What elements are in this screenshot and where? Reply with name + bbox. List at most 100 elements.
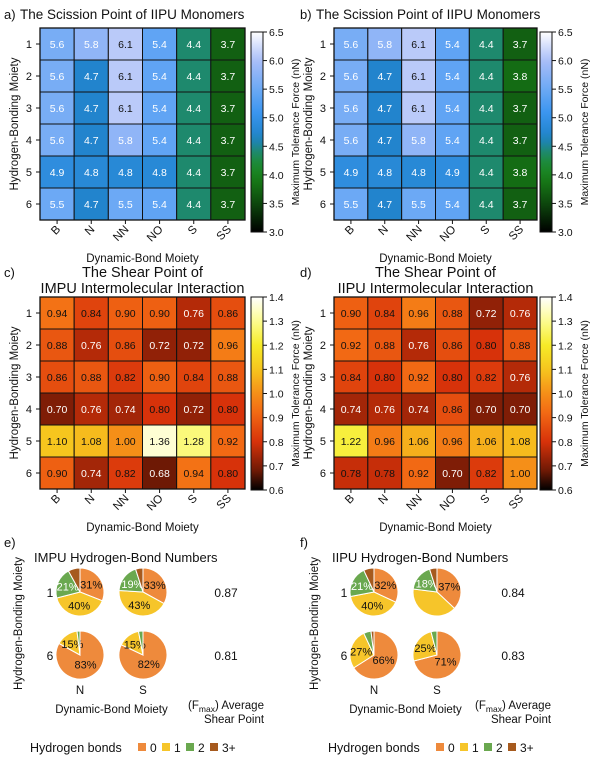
legend-swatch [436,743,444,751]
cell-value-label: 0.88 [81,372,102,384]
cell-value-label: 5.6 [344,135,359,147]
legend-entry: 3+ [222,741,236,755]
cell-value-label: 5.8 [84,39,99,51]
colorbar-tick-label: 5.5 [558,84,573,96]
heatmap-cell [367,59,403,93]
cell-value-label: 0.70 [476,404,497,416]
cell-value-label: 0.80 [375,372,396,384]
panel-label: b) [300,7,312,22]
heatmap-cell [435,155,470,189]
pie-slice [56,591,103,617]
x-axis-label: Dynamic-Bond Moiety [55,704,168,716]
x-tick-label: NN [111,224,131,244]
cell-value-label: 0.80 [218,468,239,480]
cell-value-label: 6.1 [118,103,133,115]
pie-slice [79,567,105,602]
cell-value-label: 5.8 [411,135,426,147]
cell-value-label: 5.6 [50,39,65,51]
legend-entry: 2 [496,741,503,755]
colorbar-tick-label: 5.0 [558,113,573,125]
colorbar-tick-label: 3.5 [269,198,284,210]
y-tick-label: 1 [26,39,32,51]
y-tick-label: 1 [320,308,326,320]
cell-value-label: 5.5 [411,199,426,211]
heatmap-cell [333,27,369,61]
y-tick-label: 3 [320,103,326,115]
cell-value-label: 0.84 [341,372,362,384]
heatmap-cell [333,392,369,426]
colorbar-tick-label: 1.3 [558,316,573,328]
cell-value-label: 5.4 [152,39,167,51]
cell-value-label: 0.78 [341,468,362,480]
cell-value-label: 5.4 [152,103,167,115]
panel-label: a) [4,7,16,22]
legend-swatch [186,743,194,751]
y-tick-label: 2 [320,71,326,83]
heatmap-cell [210,360,246,394]
cell-value-label: 3.7 [513,199,528,211]
y-tick-label: 4 [320,135,326,147]
y-tick-label: 3 [320,372,326,384]
cell-value-label: 5.8 [118,135,133,147]
y-tick-label: 6 [320,468,326,480]
heatmap-cell [401,296,436,330]
cell-value-label: 0.86 [218,308,239,320]
heatmap-cell [73,296,109,330]
colorbar-tick-label: 0.7 [558,461,573,473]
cell-value-label: 4.8 [118,167,133,179]
legend-swatch [508,743,516,751]
pie-slice [353,630,399,680]
pie-slice-label: 33% [144,580,166,592]
heatmap-cell [73,123,109,157]
y-tick-label: 2 [320,340,326,352]
pie-slice [436,567,462,610]
colorbar-tick-label: 0.9 [558,413,573,425]
y-tick-label: 4 [26,404,32,416]
colorbar-tick-label: 4.0 [558,170,573,182]
heatmap-cell [401,424,436,458]
heatmap-cell [468,187,504,221]
heatmap-cell [367,123,403,157]
cell-value-label: 0.72 [149,340,170,352]
pie-slice [363,567,375,593]
x-tick-label: B [49,492,63,506]
legend-entry: 2 [198,741,205,755]
cell-value-label: 0.88 [47,340,68,352]
heatmap-cell [176,123,212,157]
y-tick-label: 2 [26,71,32,83]
pie-slice [349,591,397,617]
y-tick-label: 6 [26,199,32,211]
row-label: 6 [47,649,54,663]
legend-entry: 3+ [520,741,534,755]
pie-slice [428,567,438,593]
heatmap-cell [210,187,246,221]
chart-title: IMPU Hydrogen-Bond Numbers [34,550,218,565]
heatmap-cell [435,360,470,394]
legend-swatch [162,743,170,751]
y-tick-label: 6 [320,199,326,211]
cell-value-label: 4.9 [344,167,359,179]
cell-value-label: 1.00 [510,468,531,480]
cell-value-label: 0.92 [218,436,239,448]
heatmap-cell [176,328,212,362]
colorbar-label: Maximum Tolerance Force (nN) [290,320,302,467]
heatmap-cell [468,27,504,61]
cell-value-label: 0.74 [81,468,102,480]
y-tick-label: 3 [26,372,32,384]
pie-slice [76,630,81,656]
y-axis-label: Hydrogen-Bonding Moiety [9,57,21,190]
cell-value-label: 0.90 [47,468,68,480]
legend-swatch [484,743,492,751]
cell-value-label: 0.82 [115,372,136,384]
pie-slice-label: 21% [57,582,79,594]
heatmap-cell [73,59,109,93]
row-label: 1 [341,586,348,600]
heatmap-cell [210,456,246,490]
cell-value-label: 0.94 [184,468,205,480]
cell-value-label: 0.74 [115,404,136,416]
colorbar-tick-label: 6.0 [558,56,573,68]
heatmap-cell [142,91,178,125]
cell-value-label: 4.4 [186,135,201,147]
cell-value-label: 0.96 [375,436,396,448]
pie-panel-e: e) IMPU Hydrogen-Bond Numbers 1 31% 40% 21% 33… [4,535,265,726]
